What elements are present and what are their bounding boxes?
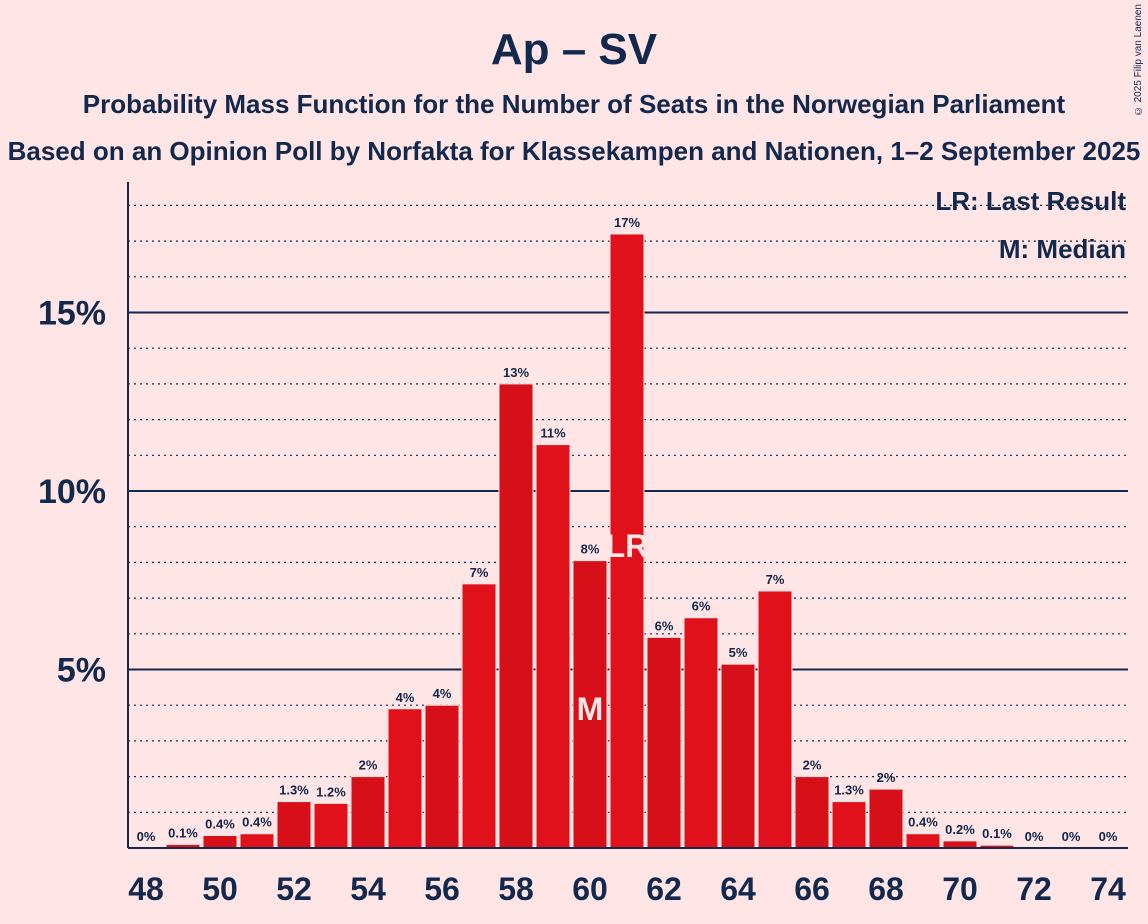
bar-53 [313, 802, 349, 849]
bar-54 [350, 776, 386, 849]
x-tick-label: 68 [868, 871, 904, 907]
x-tick-label: 74 [1090, 871, 1126, 907]
bar-68 [868, 788, 904, 849]
bar-67 [831, 801, 867, 849]
y-tick-label: 10% [38, 473, 106, 511]
bar-value-label-63: 6% [692, 599, 711, 614]
bar-value-label-56: 4% [433, 686, 452, 701]
bar-69 [905, 833, 941, 849]
bar-value-label-61: 17% [614, 215, 640, 230]
x-tick-label: 72 [1016, 871, 1052, 907]
x-tick-label: 60 [572, 871, 608, 907]
bar-value-label-50: 0.4% [205, 817, 235, 832]
bar-value-label-74: 0% [1099, 829, 1118, 844]
median-marker: M [577, 691, 604, 727]
bar-value-label-51: 0.4% [242, 815, 272, 830]
x-tick-label: 64 [720, 871, 756, 907]
bar-value-label-66: 2% [803, 758, 822, 773]
bar-56 [424, 704, 460, 849]
bar-55 [387, 708, 423, 849]
axes: 5% 10% 15% 48 50 52 54 56 58 60 62 64 66 68 70 72 74 [38, 182, 1128, 907]
bar-value-label-55: 4% [396, 690, 415, 705]
x-tick-label: 50 [202, 871, 238, 907]
bar-52 [276, 801, 312, 849]
bar-value-label-53: 1.2% [316, 784, 346, 799]
bar-value-label-54: 2% [359, 758, 378, 773]
x-tick-label: 56 [424, 871, 460, 907]
bar-value-label-65: 7% [766, 572, 785, 587]
bar-65 [757, 590, 793, 849]
bar-value-label-71: 0.1% [982, 826, 1012, 841]
bar-value-label-69: 0.4% [908, 815, 938, 830]
chart-subtitle-source: Based on an Opinion Poll by Norfakta for… [7, 136, 1141, 166]
legend: LR: Last Result M: Median [935, 186, 1126, 264]
bar-58 [498, 383, 534, 849]
bar-value-label-67: 1.3% [834, 783, 864, 798]
bar-value-label-70: 0.2% [945, 822, 975, 837]
bar-value-label-62: 6% [655, 618, 674, 633]
bar-value-label-49: 0.1% [168, 825, 198, 840]
x-tick-label: 62 [646, 871, 682, 907]
y-tick-label: 5% [57, 652, 106, 690]
bar-59 [535, 444, 571, 849]
bar-57 [461, 583, 497, 849]
bar-value-label-59: 11% [540, 426, 566, 441]
legend-entry: M: Median [999, 234, 1126, 264]
bar-value-label-72: 0% [1025, 829, 1044, 844]
bar-64 [720, 663, 756, 849]
bar-value-label-58: 13% [503, 365, 529, 380]
bar-61 [609, 233, 645, 849]
bar-60 [572, 560, 608, 849]
bar-51 [239, 833, 275, 849]
bar-70 [942, 840, 978, 849]
x-tick-label: 52 [276, 871, 312, 907]
bar-62 [646, 636, 682, 849]
bar-66 [794, 776, 830, 849]
x-tick-label: 48 [128, 871, 164, 907]
bar-value-label-60: 8% [581, 542, 600, 557]
x-tick-label: 58 [498, 871, 534, 907]
bars [165, 233, 1015, 849]
chart-title: Ap – SV [490, 25, 658, 74]
bar-63 [683, 617, 719, 849]
bar-value-label-48: 0% [137, 829, 156, 844]
x-tick-label: 54 [350, 871, 386, 907]
bar-value-label-52: 1.3% [279, 783, 309, 798]
y-tick-label: 15% [38, 295, 106, 333]
last-result-marker: LR [606, 528, 649, 564]
bar-value-label-68: 2% [877, 770, 896, 785]
bar-value-label-57: 7% [470, 565, 489, 580]
bar-50 [202, 835, 238, 849]
chart-subtitle: Probability Mass Function for the Number… [82, 89, 1066, 119]
bar-value-label-73: 0% [1062, 829, 1081, 844]
x-tick-label: 70 [942, 871, 978, 907]
legend-entry: LR: Last Result [935, 186, 1126, 216]
bar-value-label-64: 5% [729, 645, 748, 660]
bar-value-labels: 0% 0.1% 0.4% 0.4% 1.3% 1.2% 2% 4% 4% 7% 13% 11% 8% 17… [137, 215, 1118, 844]
x-tick-label: 66 [794, 871, 830, 907]
